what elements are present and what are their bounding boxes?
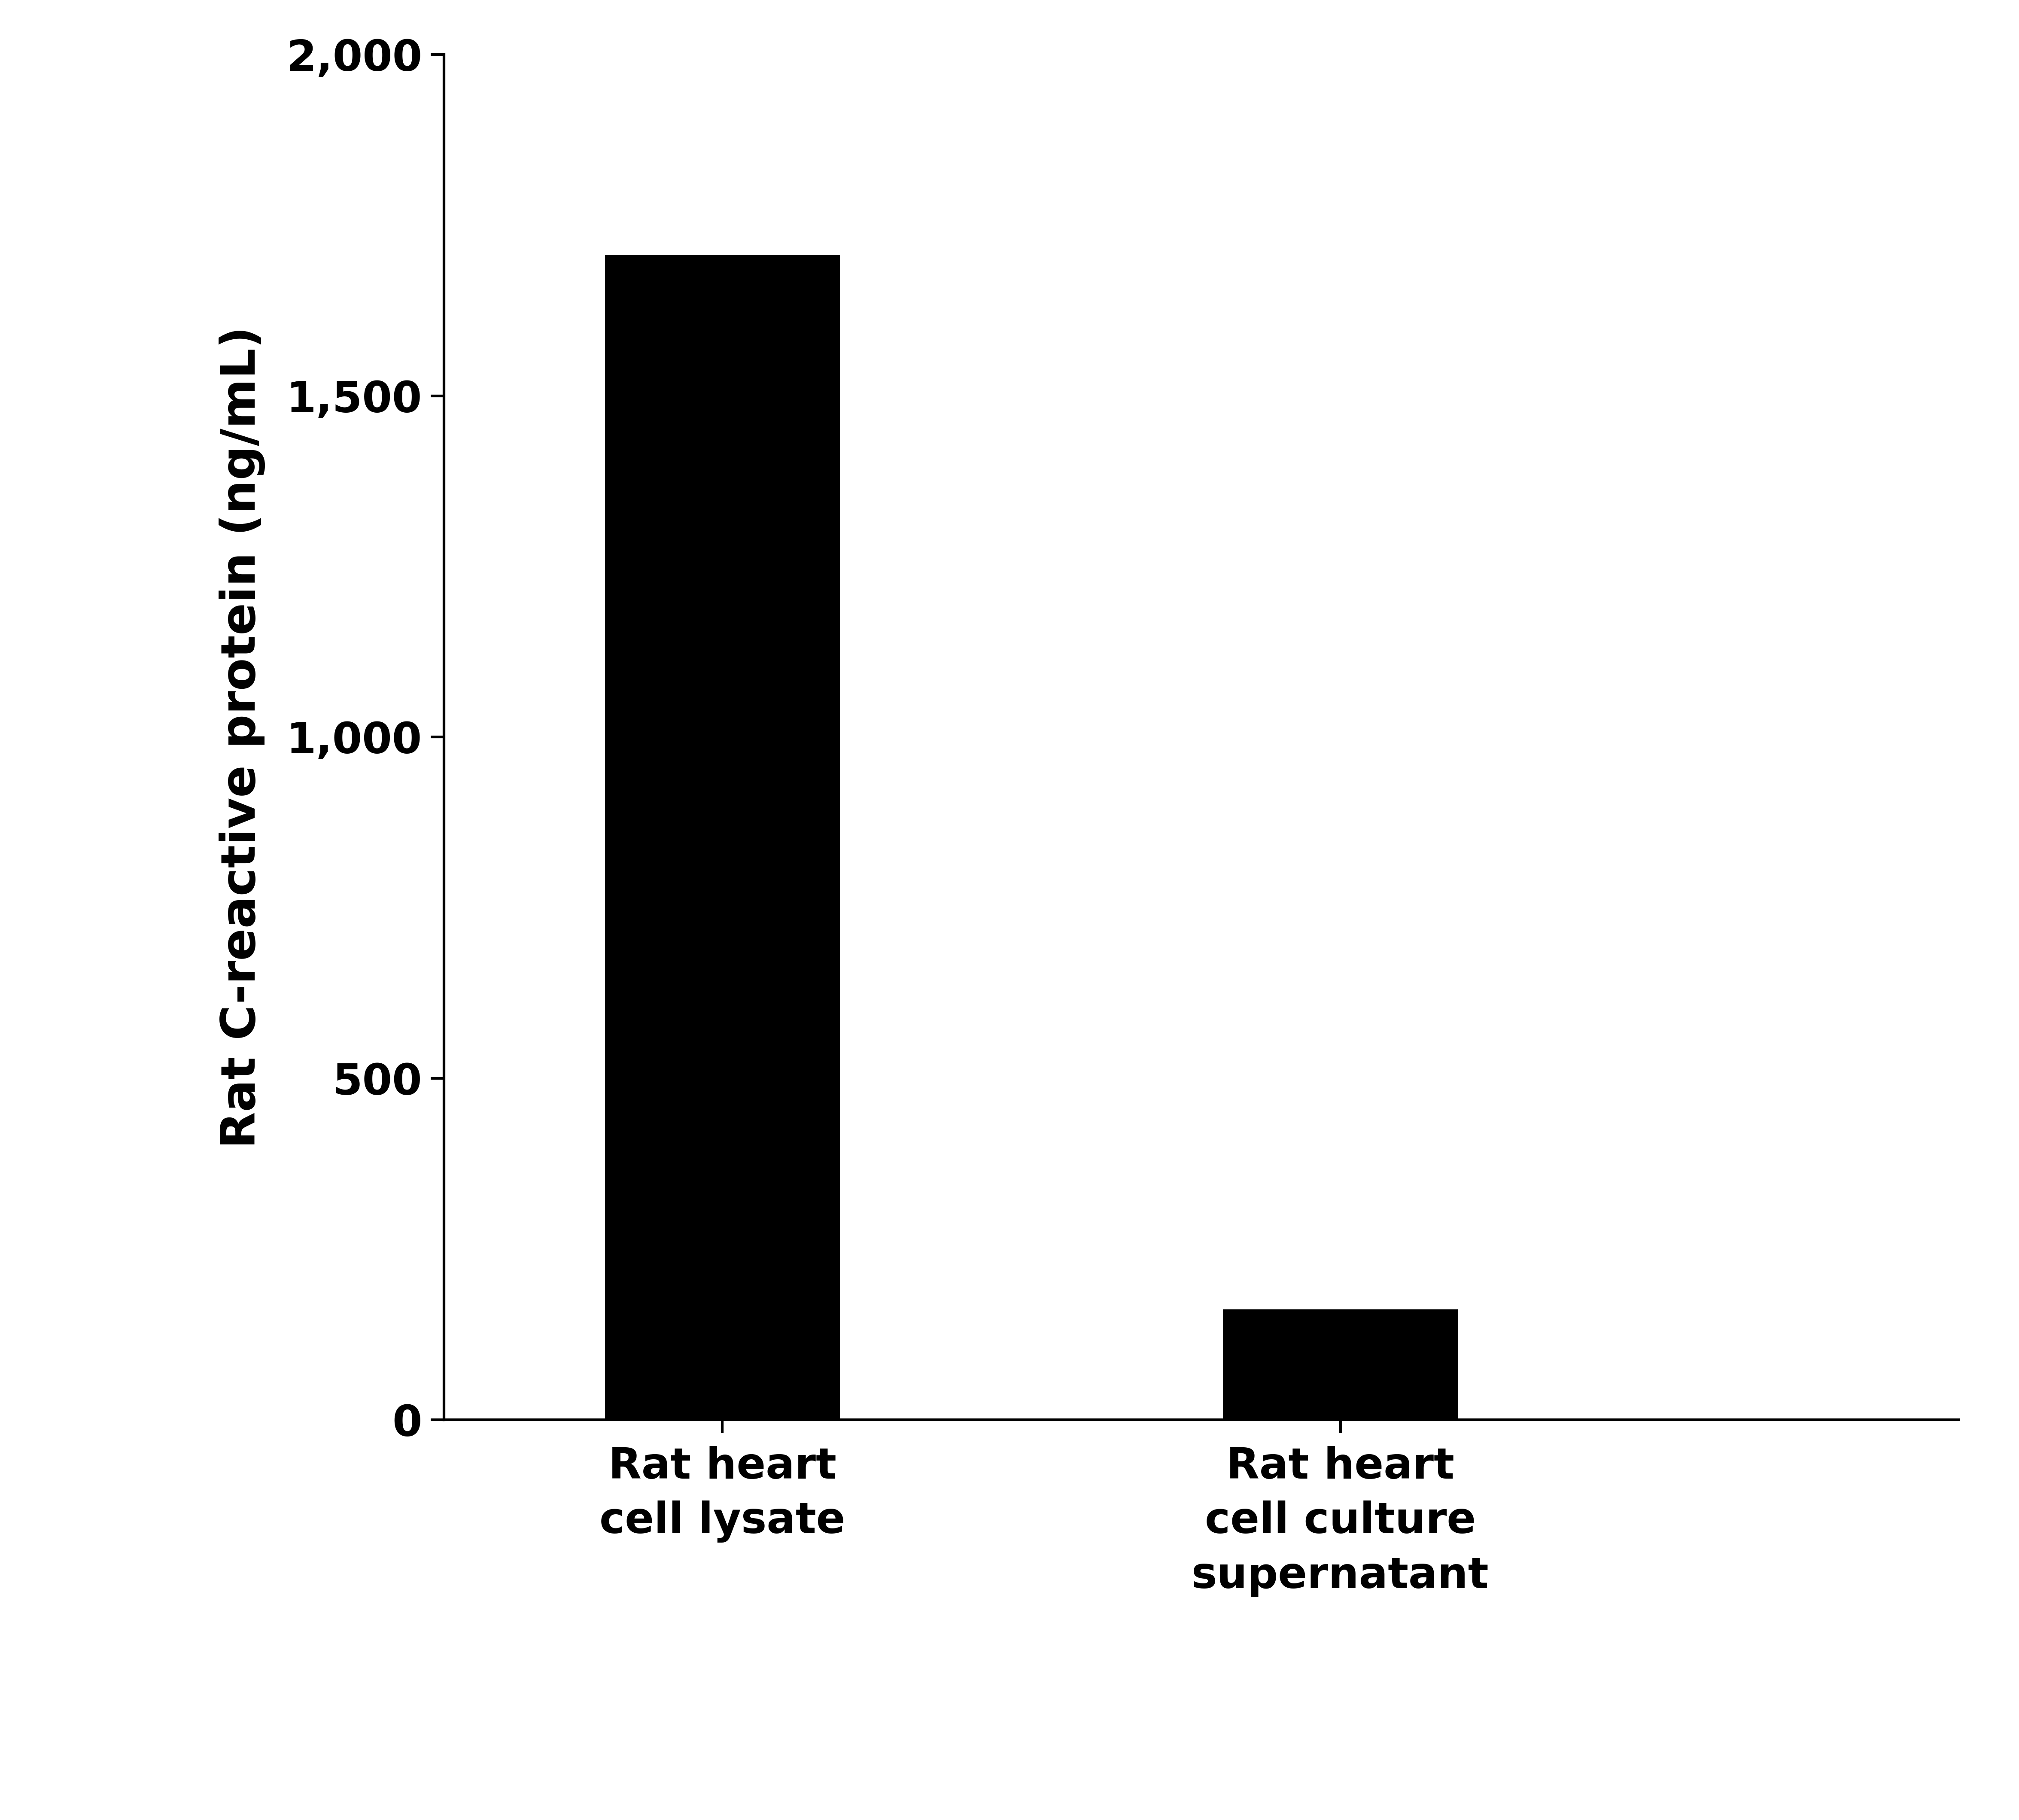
Bar: [1224, 1309, 1458, 1420]
Bar: [606, 255, 840, 1420]
Y-axis label: Rat C-reactive protein (ng/mL): Rat C-reactive protein (ng/mL): [218, 326, 264, 1148]
